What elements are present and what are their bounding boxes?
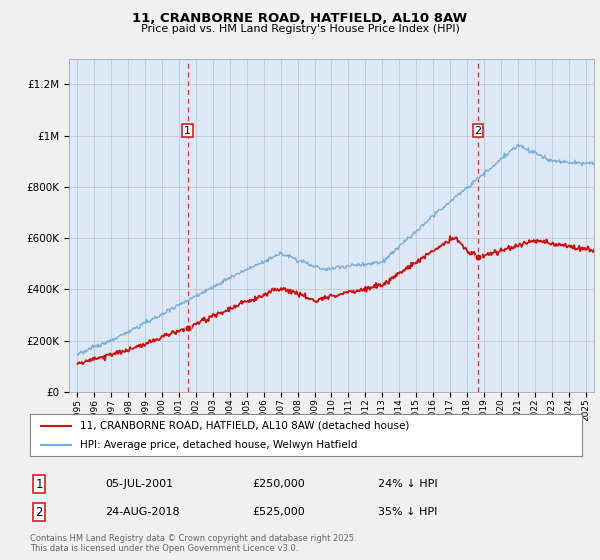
Text: 24% ↓ HPI: 24% ↓ HPI (378, 479, 437, 489)
Text: 24-AUG-2018: 24-AUG-2018 (105, 507, 179, 517)
Text: 11, CRANBORNE ROAD, HATFIELD, AL10 8AW: 11, CRANBORNE ROAD, HATFIELD, AL10 8AW (133, 12, 467, 25)
Text: 2: 2 (475, 125, 482, 136)
Text: 1: 1 (35, 478, 43, 491)
Text: Price paid vs. HM Land Registry's House Price Index (HPI): Price paid vs. HM Land Registry's House … (140, 24, 460, 34)
Text: 11, CRANBORNE ROAD, HATFIELD, AL10 8AW (detached house): 11, CRANBORNE ROAD, HATFIELD, AL10 8AW (… (80, 421, 409, 431)
Text: 05-JUL-2001: 05-JUL-2001 (105, 479, 173, 489)
Text: £250,000: £250,000 (252, 479, 305, 489)
Text: 2: 2 (35, 506, 43, 519)
Text: 35% ↓ HPI: 35% ↓ HPI (378, 507, 437, 517)
Text: Contains HM Land Registry data © Crown copyright and database right 2025.
This d: Contains HM Land Registry data © Crown c… (30, 534, 356, 553)
Text: HPI: Average price, detached house, Welwyn Hatfield: HPI: Average price, detached house, Welw… (80, 440, 357, 450)
Text: 1: 1 (184, 125, 191, 136)
Text: £525,000: £525,000 (252, 507, 305, 517)
